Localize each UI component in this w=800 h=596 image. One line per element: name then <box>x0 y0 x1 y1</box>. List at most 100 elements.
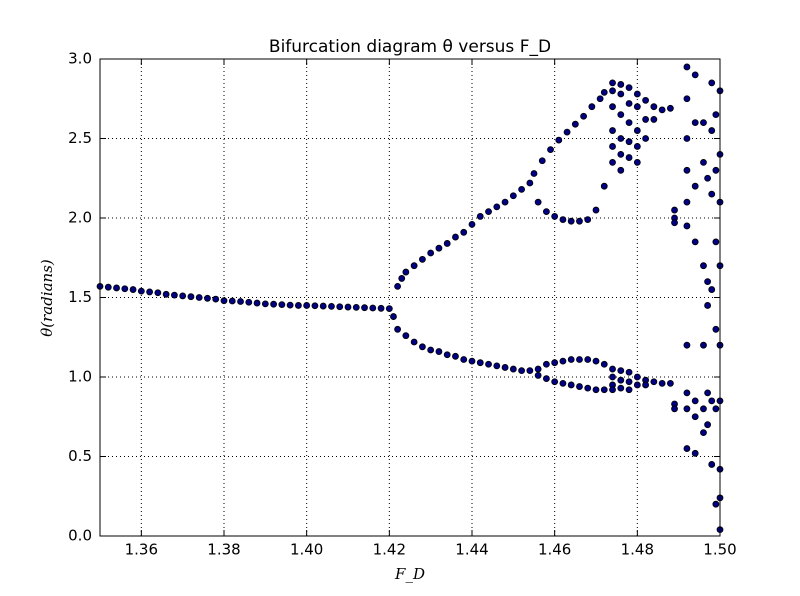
point <box>195 294 203 301</box>
point <box>609 373 616 381</box>
x-tick-label: 1.38 <box>207 541 240 559</box>
point <box>402 332 410 340</box>
point <box>617 135 625 142</box>
point <box>344 303 352 311</box>
point <box>671 206 678 214</box>
point <box>220 297 228 305</box>
point <box>700 262 707 270</box>
point <box>526 179 534 187</box>
point <box>704 302 711 309</box>
point <box>625 378 633 386</box>
point <box>712 166 720 174</box>
point <box>294 302 302 309</box>
point <box>708 127 716 134</box>
y-axis-label: θ(radians) <box>38 259 56 337</box>
point <box>559 357 567 365</box>
point <box>658 379 666 387</box>
point <box>580 112 587 120</box>
point <box>121 285 129 293</box>
point <box>576 383 583 390</box>
point <box>237 298 244 305</box>
point <box>547 146 554 154</box>
point <box>509 365 517 373</box>
point <box>427 249 435 257</box>
point <box>418 343 426 351</box>
point <box>650 116 658 123</box>
x-tick-label: 1.46 <box>538 541 571 559</box>
y-tick-label: 3.0 <box>68 50 92 68</box>
point <box>385 305 393 313</box>
x-tick-label: 1.48 <box>621 541 654 559</box>
point <box>534 372 542 379</box>
point <box>642 96 649 104</box>
point <box>402 268 410 276</box>
point <box>683 222 691 230</box>
point <box>625 119 633 126</box>
point <box>460 228 468 236</box>
point <box>468 220 476 228</box>
point <box>609 386 616 394</box>
point <box>625 100 633 107</box>
point <box>712 405 720 413</box>
point <box>712 325 720 333</box>
point <box>567 381 575 389</box>
point <box>617 367 625 375</box>
point <box>253 299 261 307</box>
point <box>410 338 418 346</box>
point <box>691 71 699 79</box>
point <box>617 166 625 174</box>
point <box>328 303 335 310</box>
point <box>476 359 484 367</box>
point <box>452 352 459 360</box>
point <box>394 325 402 333</box>
point <box>418 255 426 263</box>
point <box>543 208 550 216</box>
chart-title: Bifurcation diagram θ versus F_D <box>269 37 551 57</box>
point <box>650 103 658 111</box>
point <box>600 88 608 96</box>
point <box>278 301 286 309</box>
point <box>683 198 691 206</box>
point <box>633 381 641 389</box>
x-tick-label: 1.40 <box>290 541 323 559</box>
y-tick-label: 0.5 <box>68 447 92 465</box>
point <box>625 84 633 92</box>
point <box>170 291 178 299</box>
point <box>361 304 368 312</box>
x-tick-label: 1.50 <box>703 541 736 559</box>
point <box>303 302 311 309</box>
point <box>137 287 145 295</box>
point <box>671 405 678 413</box>
x-tick-label: 1.42 <box>373 541 406 559</box>
point <box>588 103 596 111</box>
point <box>642 135 649 142</box>
point <box>700 158 707 166</box>
point <box>270 300 278 308</box>
point <box>708 461 716 468</box>
point <box>671 219 678 227</box>
point <box>683 341 691 349</box>
y-tick-label: 2.0 <box>68 209 92 227</box>
point <box>435 348 443 355</box>
y-tick-label: 0.0 <box>68 527 92 545</box>
point <box>642 381 649 389</box>
point <box>667 104 674 112</box>
point <box>609 87 616 95</box>
point <box>700 341 707 349</box>
point <box>551 359 559 367</box>
point <box>311 302 319 310</box>
point <box>204 294 211 302</box>
point <box>286 301 294 309</box>
point <box>683 389 691 397</box>
point <box>683 166 691 174</box>
point <box>712 111 720 119</box>
point <box>617 81 625 88</box>
point <box>712 238 720 246</box>
point <box>567 217 575 225</box>
point <box>609 127 616 134</box>
point <box>509 192 517 200</box>
point <box>551 378 559 386</box>
point <box>592 206 600 214</box>
point <box>592 357 600 365</box>
